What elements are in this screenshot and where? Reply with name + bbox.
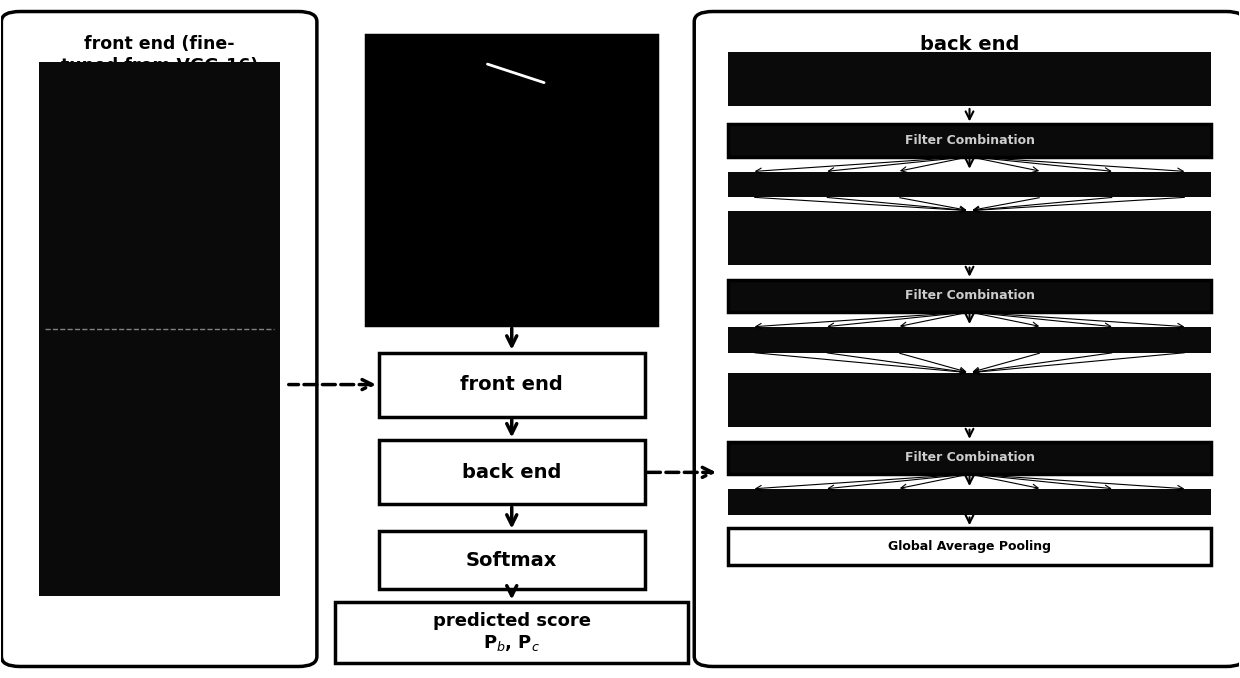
FancyBboxPatch shape (366, 35, 657, 325)
Text: Filter Combination: Filter Combination (904, 134, 1034, 147)
Text: front end: front end (460, 375, 563, 394)
FancyBboxPatch shape (1, 12, 317, 666)
FancyBboxPatch shape (728, 279, 1211, 312)
Text: Global Average Pooling: Global Average Pooling (888, 540, 1052, 553)
FancyBboxPatch shape (728, 373, 1211, 426)
Text: front end (fine-
tuned from VGG-16): front end (fine- tuned from VGG-16) (61, 35, 258, 75)
FancyBboxPatch shape (378, 353, 645, 417)
FancyBboxPatch shape (728, 327, 1211, 353)
FancyBboxPatch shape (728, 441, 1211, 474)
Text: back end: back end (463, 463, 562, 482)
FancyBboxPatch shape (378, 532, 645, 589)
FancyBboxPatch shape (728, 172, 1211, 197)
FancyBboxPatch shape (728, 528, 1211, 565)
Text: predicted score
P$_b$, P$_c$: predicted score P$_b$, P$_c$ (433, 612, 590, 653)
FancyBboxPatch shape (728, 489, 1211, 515)
FancyBboxPatch shape (378, 440, 645, 504)
Text: back end: back end (920, 35, 1019, 54)
FancyBboxPatch shape (694, 12, 1240, 666)
Text: Softmax: Softmax (466, 551, 558, 570)
Text: Filter Combination: Filter Combination (904, 290, 1034, 302)
FancyBboxPatch shape (336, 602, 688, 663)
Text: Filter Combination: Filter Combination (904, 452, 1034, 464)
FancyBboxPatch shape (38, 62, 280, 595)
FancyBboxPatch shape (728, 52, 1211, 106)
FancyBboxPatch shape (728, 124, 1211, 157)
FancyBboxPatch shape (728, 211, 1211, 264)
